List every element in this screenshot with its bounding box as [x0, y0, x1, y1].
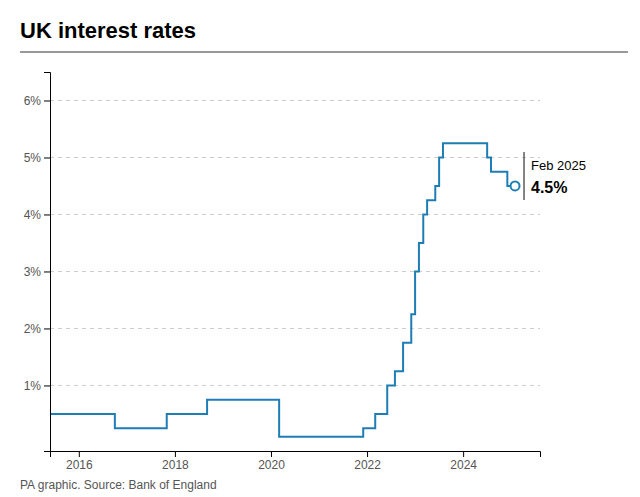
tick-label: 5% — [24, 151, 42, 165]
tick: 5% — [24, 151, 50, 165]
tick-label: 2022 — [354, 458, 381, 472]
title-separator — [20, 52, 628, 53]
axis-line — [51, 452, 541, 458]
grid-line — [50, 214, 540, 215]
tick-label: 2020 — [258, 458, 285, 472]
annotation: Feb 2025 4.5% — [524, 152, 586, 200]
last-point — [511, 181, 520, 190]
tick-label: 2016 — [66, 458, 93, 472]
tick: 2% — [24, 322, 50, 336]
tick-mark — [271, 451, 272, 457]
grid-line — [50, 385, 540, 386]
tick: 6% — [24, 94, 50, 108]
plot-area — [51, 143, 520, 437]
annotation-value: 4.5% — [531, 179, 567, 196]
tick-label: 4% — [24, 208, 42, 222]
tick-mark — [44, 100, 50, 101]
tick: 2024 — [450, 451, 477, 472]
tick-label: 2018 — [162, 458, 189, 472]
tick-mark — [44, 385, 50, 386]
tick-label: 2% — [24, 322, 42, 336]
grid-line — [50, 157, 540, 158]
tick: 2020 — [258, 451, 285, 472]
tick-label: 3% — [24, 265, 42, 279]
line — [51, 143, 515, 437]
tick-mark — [367, 451, 368, 457]
tick-mark — [79, 451, 80, 457]
tick-mark — [44, 157, 50, 158]
title: UK interest rates — [20, 18, 196, 43]
tick: 2018 — [162, 451, 189, 472]
tick-mark — [44, 328, 50, 329]
grid-line — [50, 328, 540, 329]
tick-mark — [175, 451, 176, 457]
tick: 1% — [24, 379, 50, 393]
chart: UK interest rates PA graphic. Source: Ban… — [0, 0, 640, 497]
y-axis: 1% 2% 3% 4% 5% 6% — [24, 73, 51, 452]
annotation-label: Feb 2025 — [531, 158, 586, 173]
tick: 3% — [24, 265, 50, 279]
tick-label: 6% — [24, 94, 42, 108]
tick-mark — [44, 271, 50, 272]
x-axis: 2016 2018 2020 2022 2024 — [51, 451, 541, 472]
tick-mark — [463, 451, 464, 457]
tick: 4% — [24, 208, 50, 222]
tick-label: 2024 — [450, 458, 477, 472]
grid-line — [50, 100, 540, 101]
annotation-bar — [523, 152, 524, 200]
source: PA graphic. Source: Bank of England — [20, 478, 217, 492]
tick-label: 1% — [24, 379, 42, 393]
tick: 2022 — [354, 451, 381, 472]
tick: 2016 — [66, 451, 93, 472]
chart-container: UK interest rates PA graphic. Source: Ban… — [0, 0, 640, 497]
tick-mark — [44, 214, 50, 215]
grid-line — [50, 271, 540, 272]
axis-line — [44, 73, 51, 452]
